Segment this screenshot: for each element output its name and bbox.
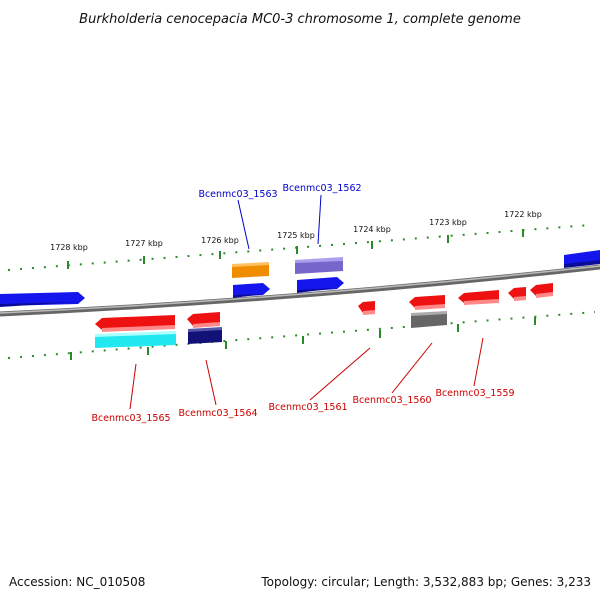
gene-right-blue[interactable] [564, 250, 600, 268]
gene-left-blue[interactable] [0, 292, 85, 307]
scale-label-1724: 1724 kbp [353, 225, 391, 234]
gene-label-1559: Bcenmc03_1559 [435, 388, 514, 399]
upper-leader-lines [237, 194, 322, 250]
gene-bcenmc03-1560-red[interactable] [409, 295, 445, 310]
gene-label-1562: Bcenmc03_1562 [282, 183, 361, 194]
gene-bcenmc03-1564[interactable] [187, 312, 220, 328]
gene-bcenmc03-1559[interactable] [458, 290, 499, 305]
scale-label-1726: 1726 kbp [201, 236, 239, 245]
gene-bcenmc03-1561[interactable] [358, 301, 375, 315]
gene-gray[interactable] [411, 311, 447, 328]
map-title: Burkholderia cenocepacia MC0-3 chromosom… [79, 12, 521, 27]
scale-label-1722: 1722 kbp [504, 210, 542, 219]
genome-backbone [0, 264, 600, 317]
gene-cyan[interactable] [95, 331, 176, 348]
gene-bcenmc03-1562[interactable] [297, 277, 344, 293]
gene-red-small-2[interactable] [530, 283, 553, 298]
lower-major-ticks [70, 317, 536, 360]
accession-label: Accession: NC_010508 [9, 575, 145, 589]
scale-label-1725: 1725 kbp [277, 231, 315, 240]
gene-label-1565: Bcenmc03_1565 [91, 413, 170, 424]
gene-navy[interactable] [188, 327, 222, 344]
upper-major-ticks [67, 229, 524, 269]
gene-bcenmc03-1565[interactable] [95, 315, 175, 332]
gene-orange[interactable] [232, 262, 269, 278]
gene-purple[interactable] [295, 257, 343, 274]
gene-red-small-1[interactable] [508, 287, 526, 301]
lower-leader-lines [129, 337, 484, 410]
gene-label-1564: Bcenmc03_1564 [178, 408, 257, 419]
gene-label-1560: Bcenmc03_1560 [352, 395, 431, 406]
scale-label-1723: 1723 kbp [429, 218, 467, 227]
upper-scale-track [7, 224, 591, 271]
scale-label-1727: 1727 kbp [125, 239, 163, 248]
gene-bcenmc03-1563[interactable] [233, 283, 270, 298]
gene-label-1561: Bcenmc03_1561 [268, 402, 347, 413]
topology-label: Topology: circular; Length: 3,532,883 bp… [260, 575, 591, 589]
gene-label-1563: Bcenmc03_1563 [198, 189, 277, 200]
scale-label-1728: 1728 kbp [50, 243, 88, 252]
